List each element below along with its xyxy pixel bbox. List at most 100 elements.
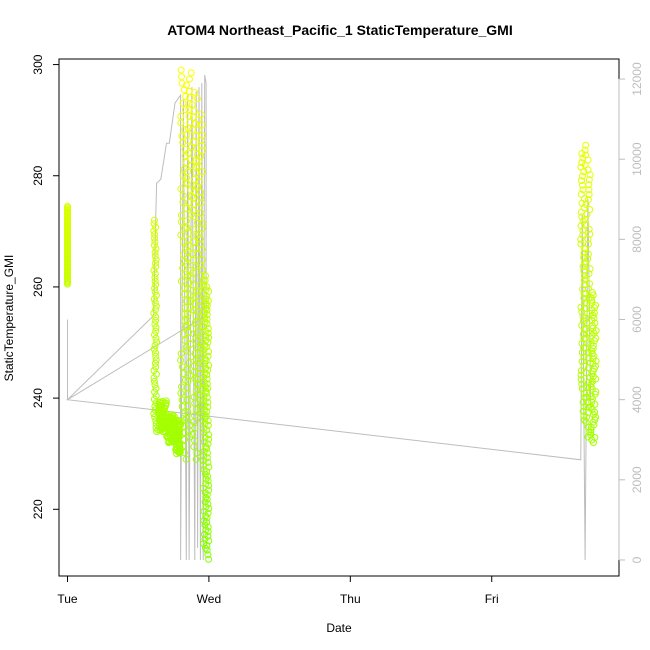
left-y-axis: 220 240 260 280 300 <box>31 54 60 519</box>
data-point <box>151 216 158 224</box>
data-point <box>582 324 589 332</box>
data-point <box>591 416 599 424</box>
data-point <box>186 75 193 83</box>
data-point <box>582 220 590 228</box>
data-point <box>577 303 585 311</box>
data-point <box>203 320 211 328</box>
data-point <box>196 302 204 310</box>
data-point <box>194 359 202 367</box>
data-point <box>204 532 212 540</box>
right-tick-label: 6000 <box>630 306 644 333</box>
data-point <box>204 329 212 337</box>
data-point <box>150 220 158 228</box>
data-point <box>194 251 202 258</box>
data-point <box>152 291 160 299</box>
data-point <box>584 250 592 258</box>
data-point <box>582 275 590 283</box>
x-tick-label: Thu <box>340 592 361 606</box>
data-point <box>185 328 193 336</box>
data-point <box>205 431 213 439</box>
data-point <box>193 449 201 457</box>
data-point <box>182 93 189 100</box>
data-point <box>184 149 192 157</box>
data-point <box>198 168 206 176</box>
data-point <box>177 277 185 285</box>
data-point <box>578 177 585 185</box>
data-point <box>181 304 189 312</box>
data-point <box>190 107 198 115</box>
data-point <box>180 330 188 338</box>
data-point <box>201 276 209 284</box>
data-point <box>152 281 160 289</box>
data-point <box>151 234 158 242</box>
data-point <box>152 334 160 342</box>
data-point <box>152 392 160 400</box>
left-tick-label: 260 <box>31 277 45 297</box>
left-tick-label: 280 <box>31 165 45 185</box>
data-point <box>204 477 212 485</box>
right-tick-label: 10000 <box>630 142 644 176</box>
data-point <box>151 270 159 278</box>
data-point <box>203 454 211 462</box>
data-point <box>186 334 194 342</box>
data-point <box>588 299 596 307</box>
data-point <box>163 421 171 429</box>
data-point <box>152 256 160 264</box>
data-point <box>151 277 159 285</box>
right-axis-series-line <box>65 74 592 561</box>
plot-area-frame <box>58 58 620 577</box>
data-point <box>587 431 595 439</box>
data-point <box>193 219 201 227</box>
data-point <box>204 385 212 392</box>
data-point <box>168 411 176 419</box>
data-point <box>203 408 211 416</box>
data-point <box>182 159 190 166</box>
data-point <box>187 69 195 77</box>
data-point <box>152 352 160 360</box>
data-point <box>191 424 199 432</box>
data-point <box>205 288 213 295</box>
data-point <box>580 335 588 343</box>
data-point <box>202 343 210 351</box>
data-point <box>190 188 198 196</box>
data-point <box>203 375 211 383</box>
data-point <box>577 376 585 384</box>
data-point <box>150 367 158 375</box>
data-point <box>587 426 595 434</box>
data-point <box>152 363 160 371</box>
data-point <box>185 229 193 237</box>
data-point <box>581 314 589 322</box>
data-point <box>152 245 160 253</box>
data-point <box>579 330 587 338</box>
data-point <box>191 88 199 96</box>
data-point <box>151 381 159 389</box>
data-points-layer <box>64 66 600 563</box>
data-point <box>194 116 202 124</box>
data-point <box>204 417 212 425</box>
data-point <box>578 385 586 393</box>
data-point <box>193 263 201 270</box>
data-point <box>193 95 201 103</box>
right-tick-label: 0 <box>630 556 644 563</box>
data-point <box>198 121 206 129</box>
data-point <box>182 178 190 186</box>
data-point <box>177 185 185 193</box>
data-point <box>197 199 205 207</box>
data-point <box>204 440 212 448</box>
data-point <box>192 144 200 152</box>
left-tick-label: 300 <box>31 54 45 74</box>
data-point <box>203 445 210 452</box>
data-point <box>578 380 586 388</box>
data-point <box>205 505 213 512</box>
data-point <box>195 173 203 181</box>
data-point <box>192 157 200 165</box>
data-point <box>151 299 159 307</box>
data-point <box>203 306 211 314</box>
data-point <box>152 259 159 267</box>
right-tick-label: 12000 <box>630 62 644 96</box>
data-point <box>205 334 213 342</box>
chart-title: ATOM4 Northeast_Pacific_1 StaticTemperat… <box>167 22 512 38</box>
data-point <box>204 398 212 406</box>
data-point <box>577 163 585 171</box>
